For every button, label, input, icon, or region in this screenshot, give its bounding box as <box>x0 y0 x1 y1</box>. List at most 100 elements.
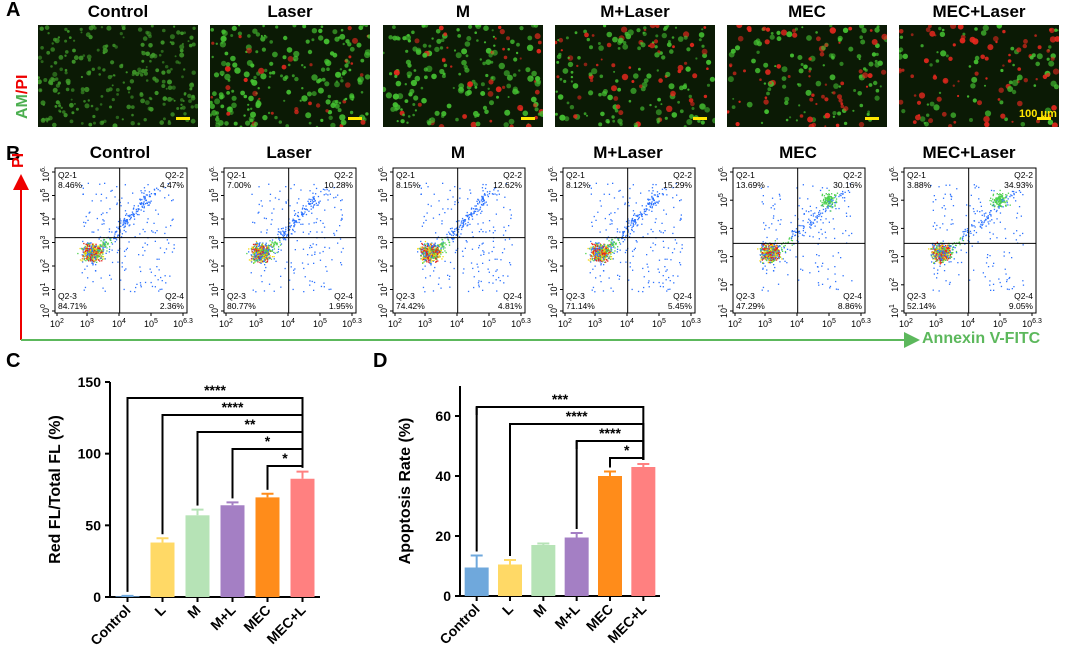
panel-b-letter: B <box>6 143 21 165</box>
tick-label: 104 <box>281 318 295 329</box>
error-bar <box>156 537 169 543</box>
fluorescence-image <box>555 25 715 127</box>
tick-label: 104 <box>790 318 804 329</box>
error-bar <box>296 470 309 479</box>
tick-label: 106.3 <box>342 318 362 329</box>
tick-label: 104 <box>718 221 729 235</box>
flow-plot-title: Laser <box>266 143 312 162</box>
flow-plot: Q2-113.69%Q2-230.16%Q2-347.29%Q2-48.86%1… <box>718 166 871 329</box>
bar <box>598 476 622 596</box>
fluorescence-title: M <box>455 2 471 21</box>
flow-plot-title: M+Laser <box>593 143 663 162</box>
significance-label: **** <box>204 382 226 398</box>
tick-label: 103 <box>40 235 51 249</box>
y-tick-label: 40 <box>435 468 451 484</box>
flow-plot-title: MEC <box>779 143 817 162</box>
tick-label: 105 <box>822 318 836 329</box>
tick-label: 103 <box>209 235 220 249</box>
quadrant-value: 52.14% <box>907 301 936 311</box>
flow-plot-title: Control <box>89 143 151 162</box>
bar <box>290 478 315 597</box>
panel-d-letter: D <box>373 350 388 372</box>
tick-label: 104 <box>209 212 220 226</box>
tick-label: 105 <box>209 188 220 202</box>
tick-label: 104 <box>889 221 900 235</box>
flow-plot: Q2-18.15%Q2-212.62%Q2-374.42%Q2-44.81%10… <box>378 166 531 329</box>
tick-label: 106.3 <box>851 318 871 329</box>
tick-label: 104 <box>40 212 51 226</box>
x-tick-label: M+L <box>207 601 239 633</box>
pi-axis-title: PI <box>10 152 27 168</box>
tick-label: 106.1 <box>40 166 51 182</box>
scale-bar-label: 100 μm <box>1019 108 1057 120</box>
tick-label: 104 <box>112 318 126 329</box>
bar <box>564 537 589 596</box>
fluorescence-title: MEC+Laser <box>932 2 1026 21</box>
quadrant-label: Q2-1 <box>907 170 926 180</box>
quadrant-label: Q2-2 <box>503 170 522 180</box>
tick-label: 105 <box>652 318 666 329</box>
quadrant-label: Q2-4 <box>165 291 184 301</box>
tick-label: 106.4 <box>889 166 900 182</box>
pi-label: PI <box>14 74 31 90</box>
tick-label: 102 <box>50 318 64 329</box>
quadrant-value: 10.28% <box>324 180 353 190</box>
bar <box>498 564 522 596</box>
tick-label: 102 <box>558 318 572 329</box>
quadrant-label: Q2-3 <box>736 291 755 301</box>
quadrant-label: Q2-2 <box>334 170 353 180</box>
tick-label: 103 <box>889 250 900 264</box>
significance-label: **** <box>222 399 244 415</box>
significance-bracket <box>266 465 304 474</box>
significance-label: **** <box>566 408 588 424</box>
tick-label: 100 <box>40 304 51 318</box>
tick-label: 105 <box>993 318 1007 329</box>
tick-label: 103 <box>418 318 432 329</box>
tick-label: 102 <box>209 259 220 273</box>
bar <box>464 567 489 596</box>
fluorescence-image <box>38 25 198 127</box>
quadrant-value: 34.93% <box>1004 180 1033 190</box>
y-tick-label: 100 <box>78 446 102 462</box>
quadrant-value: 8.12% <box>566 180 591 190</box>
tick-label: 105 <box>378 188 389 202</box>
tick-label: 106.1 <box>209 166 220 182</box>
fluorescence-title: M+Laser <box>600 2 670 21</box>
tick-label: 106.3 <box>173 318 193 329</box>
quadrant-label: Q2-3 <box>396 291 415 301</box>
fluorescence-image <box>210 25 370 127</box>
tick-label: 102 <box>899 318 913 329</box>
quadrant-label: Q2-3 <box>907 291 926 301</box>
tick-label: 106.4 <box>718 166 729 182</box>
tick-label: 103 <box>80 318 94 329</box>
fluorescence-title: MEC <box>788 2 826 21</box>
bar <box>220 505 245 597</box>
quadrant-value: 2.36% <box>160 301 185 311</box>
tick-label: 106.3 <box>1022 318 1042 329</box>
annexin-axis-title: Annexin V-FITC <box>922 330 1041 347</box>
quadrant-value: 4.81% <box>498 301 523 311</box>
tick-label: 103 <box>548 235 559 249</box>
bar <box>631 467 656 596</box>
tick-label: 102 <box>378 259 389 273</box>
x-tick-label: Control <box>436 601 483 648</box>
fluorescence-image <box>727 25 887 127</box>
tick-label: 105 <box>718 193 729 207</box>
quadrant-value: 8.86% <box>838 301 863 311</box>
fluorescence-image <box>383 25 543 127</box>
flow-plot-title: M <box>450 143 466 162</box>
error-bar <box>570 532 583 538</box>
tick-label: 106.3 <box>681 318 701 329</box>
am-label: AM <box>14 94 31 119</box>
flow-plot-title: MEC+Laser <box>922 143 1016 162</box>
tick-label: 105 <box>144 318 158 329</box>
tick-label: 103 <box>758 318 772 329</box>
error-bar <box>637 463 650 467</box>
tick-label: 105 <box>482 318 496 329</box>
tick-label: 104 <box>961 318 975 329</box>
significance-label: ** <box>245 416 256 432</box>
tick-label: 105 <box>313 318 327 329</box>
quadrant-label: Q2-3 <box>58 291 77 301</box>
quadrant-label: Q2-4 <box>503 291 522 301</box>
error-bar <box>537 542 550 545</box>
